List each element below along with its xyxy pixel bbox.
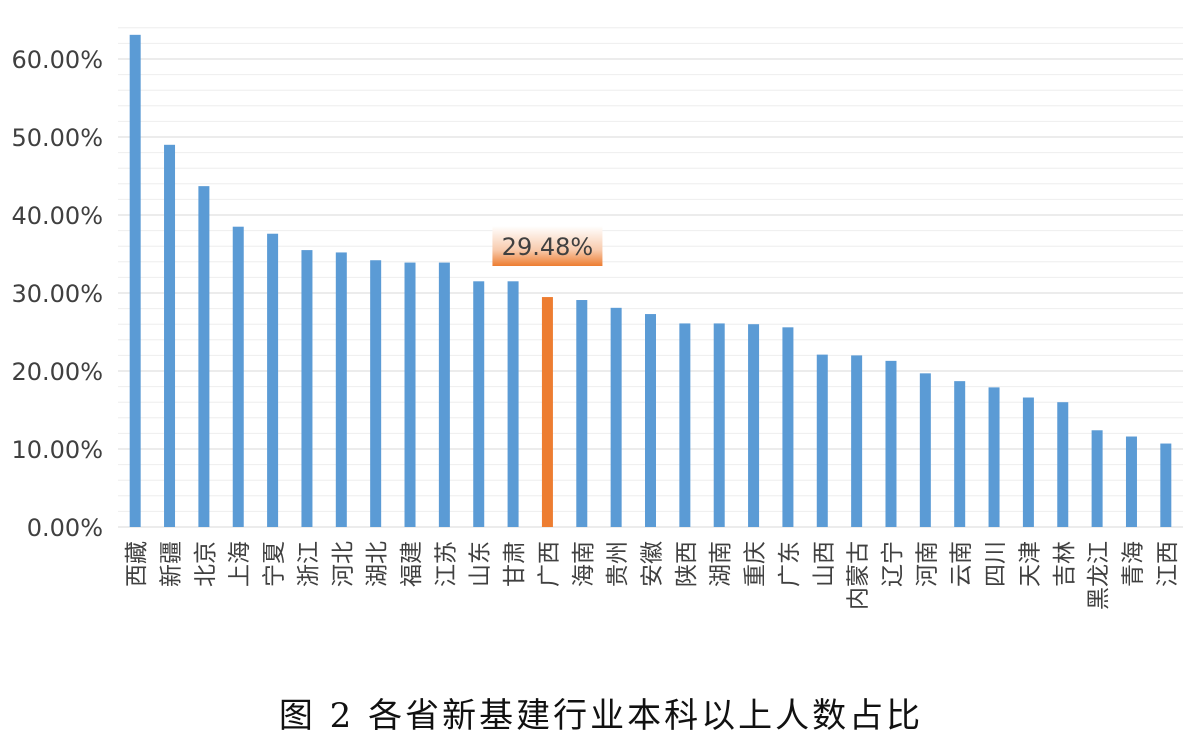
x-tick-label: 宁夏 [262,541,288,587]
x-tick-label: 海南 [571,541,597,587]
bar [919,373,931,527]
x-tick-label: 福建 [399,541,425,587]
x-tick-label: 浙江 [296,541,322,587]
bar [1091,430,1103,527]
x-tick-label: 北京 [193,541,219,587]
y-tick-label: 50.00% [11,124,103,152]
bar [1022,397,1034,527]
x-tick-label: 青海 [1120,541,1146,587]
bar [1160,443,1172,527]
x-tick-label: 河北 [330,541,356,587]
bar [645,314,656,527]
x-tick-label: 安徽 [640,541,666,587]
x-tick-label: 四川 [983,541,1009,587]
bar-highlighted [541,297,553,527]
bar [473,281,485,527]
x-tick-label: 辽宁 [880,541,906,587]
x-tick-label: 上海 [227,541,253,587]
x-tick-label: 山东 [468,541,494,587]
x-tick-label: 山西 [811,541,837,587]
bar [679,323,691,527]
x-axis-labels: 西藏 新疆 北京 上海 宁夏 浙江 河北 湖北 福建 江苏 山东 甘肃 广西 海南 贵州 安徽 陕西 湖南 重庆 广东… [124,541,1181,610]
bar [782,327,794,527]
y-tick-label: 30.00% [11,280,103,308]
bar [1057,402,1069,527]
bar [370,260,382,527]
y-tick-label: 20.00% [11,358,103,386]
x-tick-label: 新疆 [159,541,185,587]
bar [610,307,622,527]
y-tick-label: 40.00% [11,202,103,230]
x-tick-label: 河南 [914,541,940,587]
x-tick-label: 湖北 [365,541,391,587]
x-tick-label: 云南 [949,541,975,587]
bar [267,233,279,527]
callout-box [492,226,603,266]
y-tick-label: 0.00% [27,514,103,542]
bar [335,252,347,527]
x-tick-label: 江苏 [433,541,459,587]
bar [885,360,897,527]
bar [713,323,725,527]
x-tick-label: 天津 [1017,541,1043,587]
x-tick-label: 江西 [1155,541,1181,587]
x-tick-label: 甘肃 [502,541,528,587]
x-tick-label: 重庆 [743,541,769,587]
bar [576,300,588,527]
bar [851,355,863,527]
x-tick-label: 湖南 [708,541,734,587]
data-label: 29.48% [502,233,594,261]
bar [301,250,313,527]
y-tick-label: 60.00% [11,46,103,74]
x-tick-label: 吉林 [1052,541,1078,587]
bar [438,262,450,527]
highlight-callout: 29.48% [492,226,603,266]
bar [988,387,1000,527]
bars [129,34,1172,528]
x-tick-label: 黑龙江 [1086,541,1112,610]
bar [507,281,519,527]
x-tick-label: 西藏 [124,541,150,587]
x-tick-label: 广西 [536,541,562,587]
bar [404,262,416,527]
bar [954,381,966,527]
y-tick-label: 10.00% [11,436,103,464]
y-axis-ticks: 0.00% 10.00% 20.00% 30.00% 40.00% 50.00% 60.00… [11,46,103,542]
x-tick-label: 贵州 [605,541,631,587]
bar [164,144,176,528]
x-tick-label: 内蒙古 [846,541,872,610]
bar [1125,436,1137,527]
bar [748,324,760,527]
bar [129,34,141,527]
x-tick-label: 陕西 [674,541,700,587]
bar [816,354,828,527]
figure-caption: 图 2 各省新基建行业本科以上人数占比 [278,696,924,736]
bar [198,186,210,527]
x-tick-label: 广东 [777,541,803,587]
bar [232,226,244,527]
